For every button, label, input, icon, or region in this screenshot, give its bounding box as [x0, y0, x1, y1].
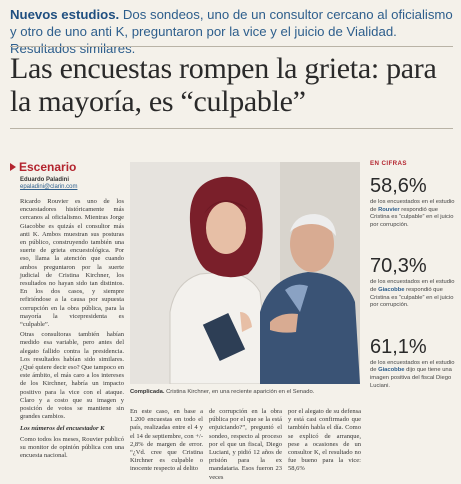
subheading: Los números del encuestador K	[20, 425, 105, 433]
caption-text: Cristina Kirchner, en una reciente apari…	[164, 389, 315, 395]
stat-block: 70,3% de los encuestados en el estudio d…	[370, 255, 455, 309]
stat-text: de los encuestados en el estudio de	[370, 359, 455, 374]
stat-description: de los encuestados en el estudio de Giac…	[370, 279, 455, 309]
stat-value: 70,3%	[370, 255, 427, 278]
stat-text: respondió que Cristina es “culpable” en …	[370, 286, 454, 309]
caption-lead: Complicada.	[130, 389, 165, 395]
kicker: Nuevos estudios. Dos sondeos, uno de un …	[10, 6, 453, 57]
section-name: Escenario	[19, 160, 77, 174]
stat-block: 61,1% de los encuestados en el estudio d…	[370, 336, 455, 390]
stat-source: Giacobbe	[378, 367, 405, 374]
paragraph: Como todos los meses, Rouvier publicó su…	[20, 435, 124, 460]
paragraph: de corrupción en la obra pública por el …	[209, 408, 282, 481]
author-name: Eduardo Paladini	[20, 177, 70, 183]
article-column-4: por el alegato de su defensa y está casi…	[288, 408, 361, 476]
sidebar-label: EN CIFRAS	[370, 160, 407, 167]
article-column-2: En este caso, en base a 1.200 encuestas …	[130, 408, 203, 476]
divider	[10, 46, 453, 47]
stat-value: 61,1%	[370, 335, 427, 358]
divider	[10, 128, 453, 129]
paragraph: Otras consultoras también habían medido …	[20, 331, 124, 421]
section-label: Escenario	[10, 160, 76, 174]
stat-text: de los encuestados en el estudio de	[370, 279, 455, 293]
article-column-3: de corrupción en la obra pública por el …	[209, 408, 282, 484]
paragraph: por el alegato de su defensa y está casi…	[288, 408, 361, 473]
photo	[130, 162, 360, 384]
stat-block: 58,6% de los encuestados en el estudio d…	[370, 175, 455, 229]
stat-source: Rouvier	[378, 206, 400, 213]
photo-illustration	[130, 162, 360, 384]
stat-text: dijo que tiene una imagen positiva del f…	[370, 367, 452, 389]
kicker-text: Dos sondeos, uno de un consultor cercano…	[10, 7, 453, 56]
photo-caption: Complicada. Cristina Kirchner, en una re…	[130, 388, 360, 396]
paragraph: En este caso, en base a 1.200 encuestas …	[130, 408, 203, 473]
article-column-1: Ricardo Rouvier es uno de los encuestado…	[20, 198, 124, 462]
triangle-icon	[10, 163, 16, 171]
headline: Las encuestas rompen la grieta: para la …	[10, 52, 437, 118]
stat-source: Giacobbe	[378, 286, 405, 293]
paragraph: Ricardo Rouvier es uno de los encuestado…	[20, 198, 124, 329]
kicker-lead: Nuevos estudios.	[10, 7, 120, 22]
figures-sidebar: EN CIFRAS 58,6% de los encuestados en el…	[370, 160, 455, 390]
stat-value: 58,6%	[370, 175, 427, 197]
stat-text: respondió que Cristina es “culpable” en …	[370, 206, 454, 228]
author-email-link[interactable]: epaladini@clarin.com	[20, 184, 78, 190]
stat-description: de los encuestados en el estudio de Giac…	[370, 360, 455, 390]
stat-description: de los encuestados en el estudio de Rouv…	[370, 199, 455, 229]
stat-text: de los encuestados en el estudio de	[370, 199, 455, 213]
